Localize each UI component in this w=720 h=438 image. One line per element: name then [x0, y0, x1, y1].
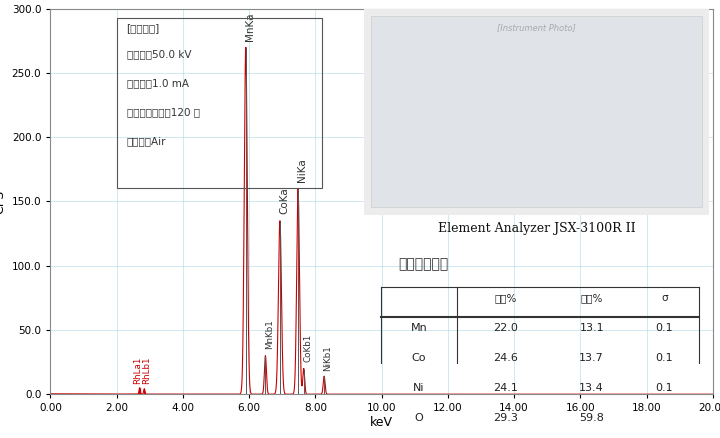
- Text: MnKa: MnKa: [245, 12, 255, 41]
- Text: 24.6: 24.6: [493, 353, 518, 363]
- Text: 24.1: 24.1: [493, 383, 518, 393]
- Text: 0.1: 0.1: [655, 383, 673, 393]
- Text: 質量%: 質量%: [494, 293, 516, 303]
- Text: 13.7: 13.7: [580, 353, 604, 363]
- Bar: [364, 9, 709, 215]
- Text: Ni: Ni: [413, 383, 425, 393]
- Text: 0.1: 0.1: [655, 323, 673, 333]
- Text: 雰囲気：Air: 雰囲気：Air: [127, 136, 166, 146]
- Text: 管電流：1.0 mA: 管電流：1.0 mA: [127, 78, 189, 88]
- Y-axis label: CPS: CPS: [0, 189, 6, 214]
- Text: RhLb1: RhLb1: [143, 357, 151, 384]
- Text: 22.0: 22.0: [493, 323, 518, 333]
- Text: O: O: [415, 413, 423, 424]
- Text: Co: Co: [412, 353, 426, 363]
- Text: NiKa: NiKa: [297, 159, 307, 182]
- Text: 0.1: 0.1: [655, 353, 673, 363]
- Text: 原子%: 原子%: [580, 293, 603, 303]
- Text: ライブタイム：120 秒: ライブタイム：120 秒: [127, 107, 199, 117]
- Text: MnKb1: MnKb1: [265, 319, 274, 349]
- Text: 管電圧：50.0 kV: 管電圧：50.0 kV: [127, 49, 191, 59]
- Text: [Instrument Photo]: [Instrument Photo]: [497, 23, 576, 32]
- Text: [測定条件]: [測定条件]: [127, 23, 160, 33]
- Text: RhLa1: RhLa1: [133, 357, 143, 384]
- Text: CoKb1: CoKb1: [303, 334, 312, 362]
- Bar: [371, 16, 702, 208]
- Text: 29.3: 29.3: [493, 413, 518, 424]
- Text: NiKb1: NiKb1: [323, 345, 333, 371]
- Text: Mn: Mn: [410, 323, 427, 333]
- Text: σ: σ: [661, 293, 667, 303]
- X-axis label: keV: keV: [370, 416, 393, 429]
- Text: Element Analyzer JSX-3100R II: Element Analyzer JSX-3100R II: [438, 222, 635, 235]
- Text: 59.8: 59.8: [580, 413, 604, 424]
- Text: 13.4: 13.4: [580, 383, 604, 393]
- Text: 定量分析結果: 定量分析結果: [398, 257, 449, 271]
- Text: 13.1: 13.1: [580, 323, 604, 333]
- Text: CoKa: CoKa: [279, 187, 289, 214]
